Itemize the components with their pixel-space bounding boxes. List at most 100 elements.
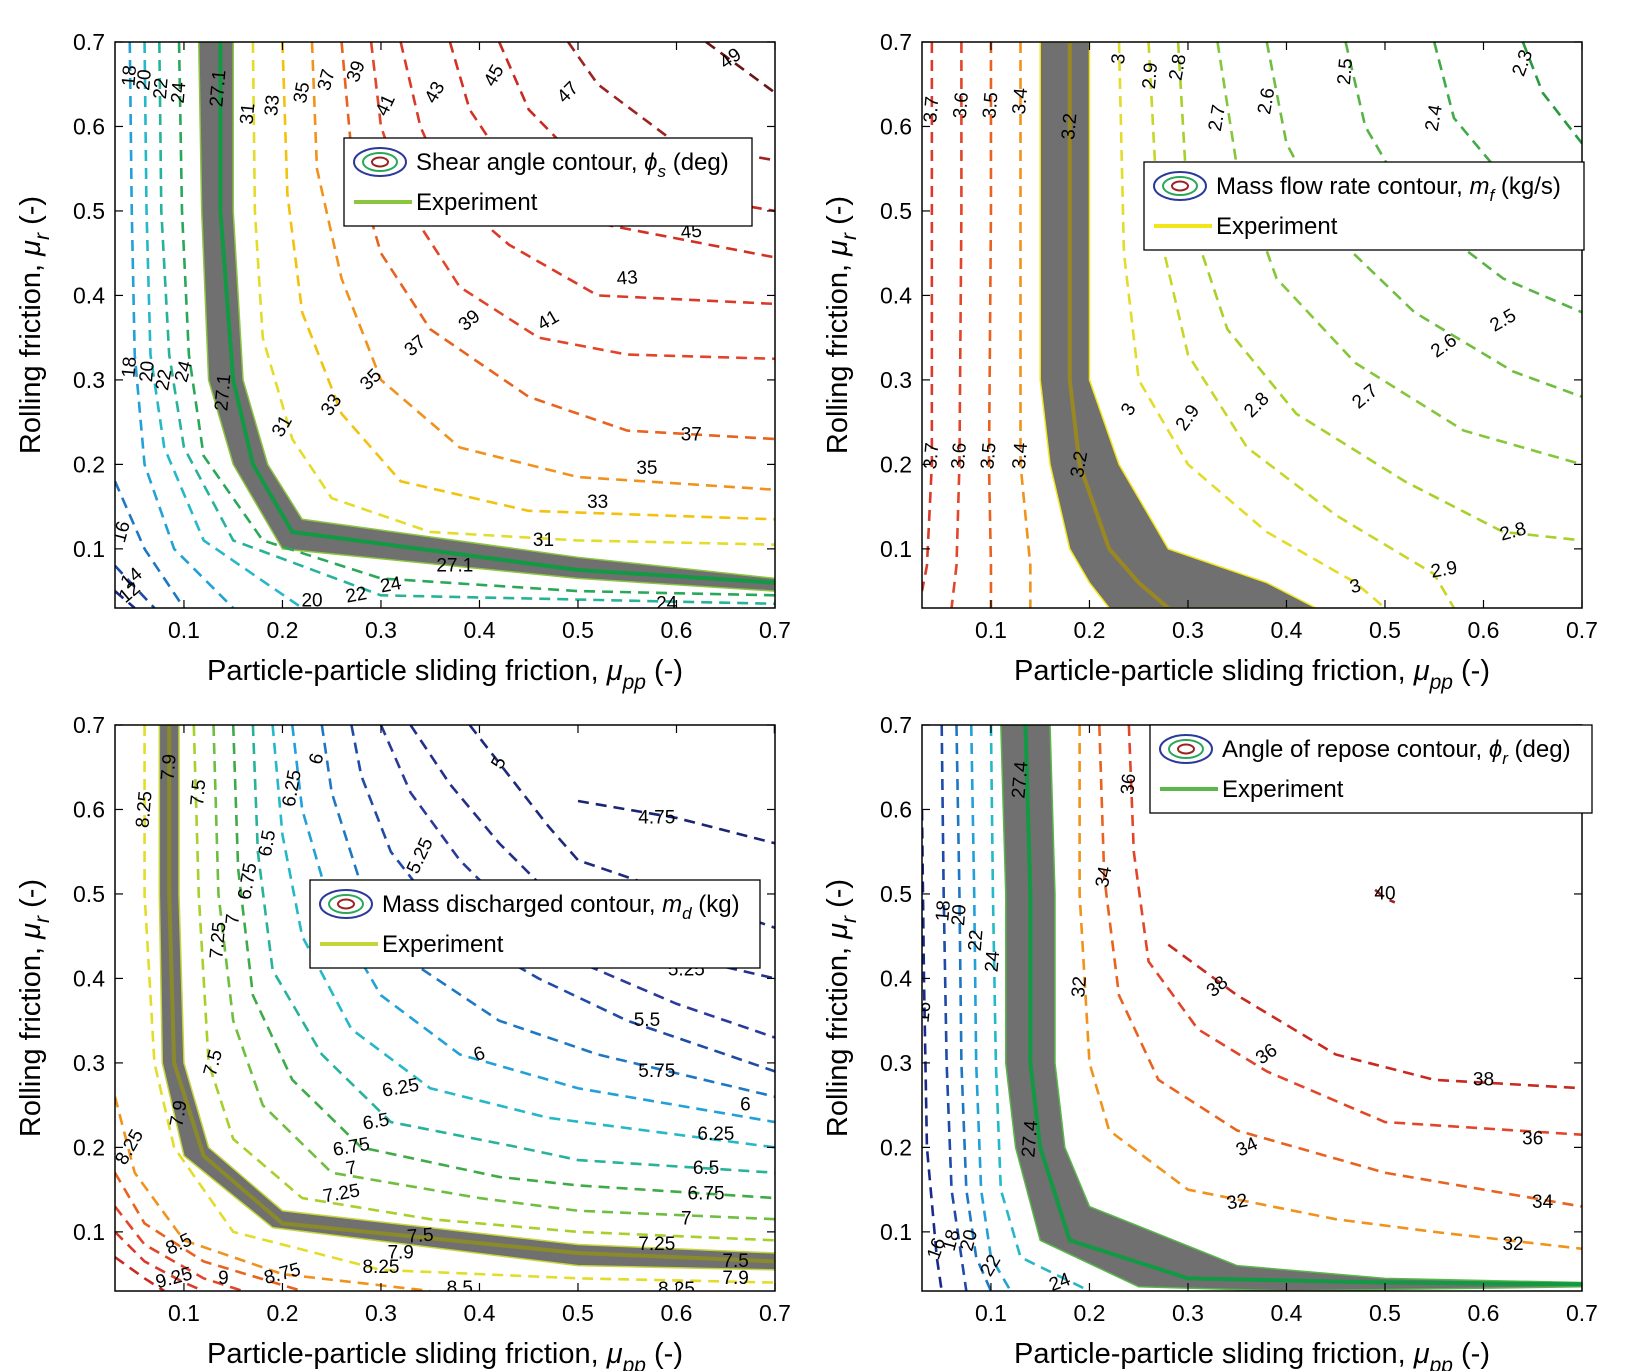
contour-icon-mid <box>328 894 364 914</box>
contour-line <box>1117 42 1386 608</box>
contour-label: 3.5 <box>977 442 1000 470</box>
legend-box <box>309 879 761 969</box>
contour-label: 24 <box>168 81 191 104</box>
y-tick-label: 0.5 <box>73 198 105 224</box>
x-axis-label: Particle-particle sliding friction, μpp … <box>207 1338 683 1371</box>
contour-label: 3 <box>1348 575 1364 598</box>
contour-line <box>950 42 963 608</box>
x-tick-label: 0.2 <box>1073 617 1105 643</box>
contour-label: 7 <box>344 1157 358 1180</box>
x-tick-label: 0.5 <box>1369 617 1401 643</box>
contour-label: 36 <box>1522 1128 1543 1149</box>
contour-icon-inner <box>1177 743 1195 755</box>
contour-label: 3.2 <box>1058 112 1081 140</box>
legend: Shear angle contour, ϕs (deg) Experiment <box>343 137 753 227</box>
contour-label: 33 <box>261 94 284 117</box>
contour-label: 4.75 <box>638 807 675 828</box>
contour-line <box>1167 943 1582 1090</box>
x-tick-label: 0.3 <box>1172 617 1204 643</box>
contour-label: 18 <box>118 356 141 379</box>
experiment-band-center <box>167 725 775 1264</box>
legend-experiment-label: Experiment <box>416 189 538 216</box>
x-tick-label: 0.6 <box>1468 617 1500 643</box>
contour-label: 36 <box>1117 773 1140 796</box>
x-tick-label: 0.4 <box>463 1300 495 1326</box>
legend-experiment-label: Experiment <box>382 931 504 958</box>
experiment-band <box>1000 725 1582 1291</box>
contour-label: 32 <box>1502 1234 1523 1255</box>
contour-icon <box>1153 171 1207 201</box>
contour-line <box>291 725 775 1124</box>
y-tick-label: 0.2 <box>73 451 105 477</box>
legend-experiment-label: Experiment <box>1216 213 1338 240</box>
contour-line <box>987 42 993 608</box>
y-tick-label: 0.6 <box>73 796 105 822</box>
contour-icon-inner <box>1171 180 1189 192</box>
contour-line <box>212 725 775 1221</box>
contour-label: 5.75 <box>638 1061 675 1082</box>
x-tick-label: 0.7 <box>759 1300 791 1326</box>
contour-label: 3.4 <box>1009 441 1032 470</box>
legend-contour-label: Mass flow rate contour, mf (kg/s) <box>1216 173 1561 205</box>
contour-label: 43 <box>616 267 639 290</box>
contour-panel-3: 8.257.97.57.2576.756.56.2565.2554.758.25… <box>15 712 791 1371</box>
y-axis-label: Rolling friction, μr (-) <box>822 879 861 1137</box>
contour-icon <box>1159 734 1213 764</box>
contour-label: 20 <box>948 904 971 927</box>
contour-line <box>1127 725 1582 1137</box>
contour-label: 20 <box>133 69 156 92</box>
x-tick-label: 0.3 <box>365 617 397 643</box>
contour-icon <box>319 889 373 919</box>
legend: Mass discharged contour, md (kg) Experime… <box>309 879 761 969</box>
contour-line <box>158 42 775 606</box>
contour-label: 22 <box>150 77 173 100</box>
contour-icon-inner <box>371 156 389 168</box>
experiment-band <box>1039 42 1317 608</box>
contour-panel-4: 27.4 363432403836383634323432182022241627… <box>822 712 1598 1371</box>
y-tick-label: 0.1 <box>73 536 105 562</box>
y-tick-label: 0.7 <box>880 29 912 55</box>
y-tick-label: 0.1 <box>880 1219 912 1245</box>
contour-icon <box>353 147 407 177</box>
contour-label: 24 <box>656 593 678 614</box>
contour-label: 18 <box>932 899 955 922</box>
contour-label: 3 <box>1108 53 1130 65</box>
contour-line <box>192 725 775 1242</box>
contour-label: 34 <box>1532 1192 1554 1213</box>
contour-label: 7.25 <box>206 921 230 960</box>
y-tick-label: 0.6 <box>880 796 912 822</box>
contour-line <box>115 480 186 608</box>
x-tick-label: 0.6 <box>661 617 693 643</box>
contour-icon-mid <box>362 152 398 172</box>
x-tick-label: 0.1 <box>975 1300 1007 1326</box>
contour-line <box>1098 725 1582 1208</box>
contour-label: 9 <box>218 1268 229 1289</box>
y-tick-label: 0.3 <box>880 367 912 393</box>
contour-label: 7.5 <box>406 1224 434 1247</box>
y-tick-label: 0.7 <box>73 29 105 55</box>
contour-line <box>940 725 968 1291</box>
contour-icon-mid <box>1162 176 1198 196</box>
x-tick-label: 0.7 <box>759 617 791 643</box>
y-axis-label: Rolling friction, μr (-) <box>15 879 54 1137</box>
contour-line <box>251 725 775 1175</box>
contour-label: 24 <box>379 573 404 597</box>
contour-label: 2.4 <box>1422 103 1447 133</box>
contour-line <box>115 590 136 608</box>
x-tick-label: 0.6 <box>1468 1300 1500 1326</box>
legend: Mass flow rate contour, mf (kg/s) Experim… <box>1143 161 1585 251</box>
y-tick-label: 0.5 <box>880 881 912 907</box>
contour-label: 6.25 <box>697 1124 734 1145</box>
contour-line <box>1521 42 1582 145</box>
x-tick-label: 0.5 <box>562 617 594 643</box>
x-tick-label: 0.3 <box>365 1300 397 1326</box>
experiment-band <box>158 725 775 1271</box>
contour-label: 27.1 <box>211 373 235 412</box>
contour-line <box>922 809 943 1291</box>
contour-label: 27.1 <box>436 555 473 576</box>
contour-label: 2.9 <box>1139 62 1162 90</box>
contour-line <box>115 1256 165 1291</box>
contour-label: 3.6 <box>950 91 973 119</box>
contour-label: 22 <box>152 368 176 392</box>
contour-line <box>231 725 775 1200</box>
